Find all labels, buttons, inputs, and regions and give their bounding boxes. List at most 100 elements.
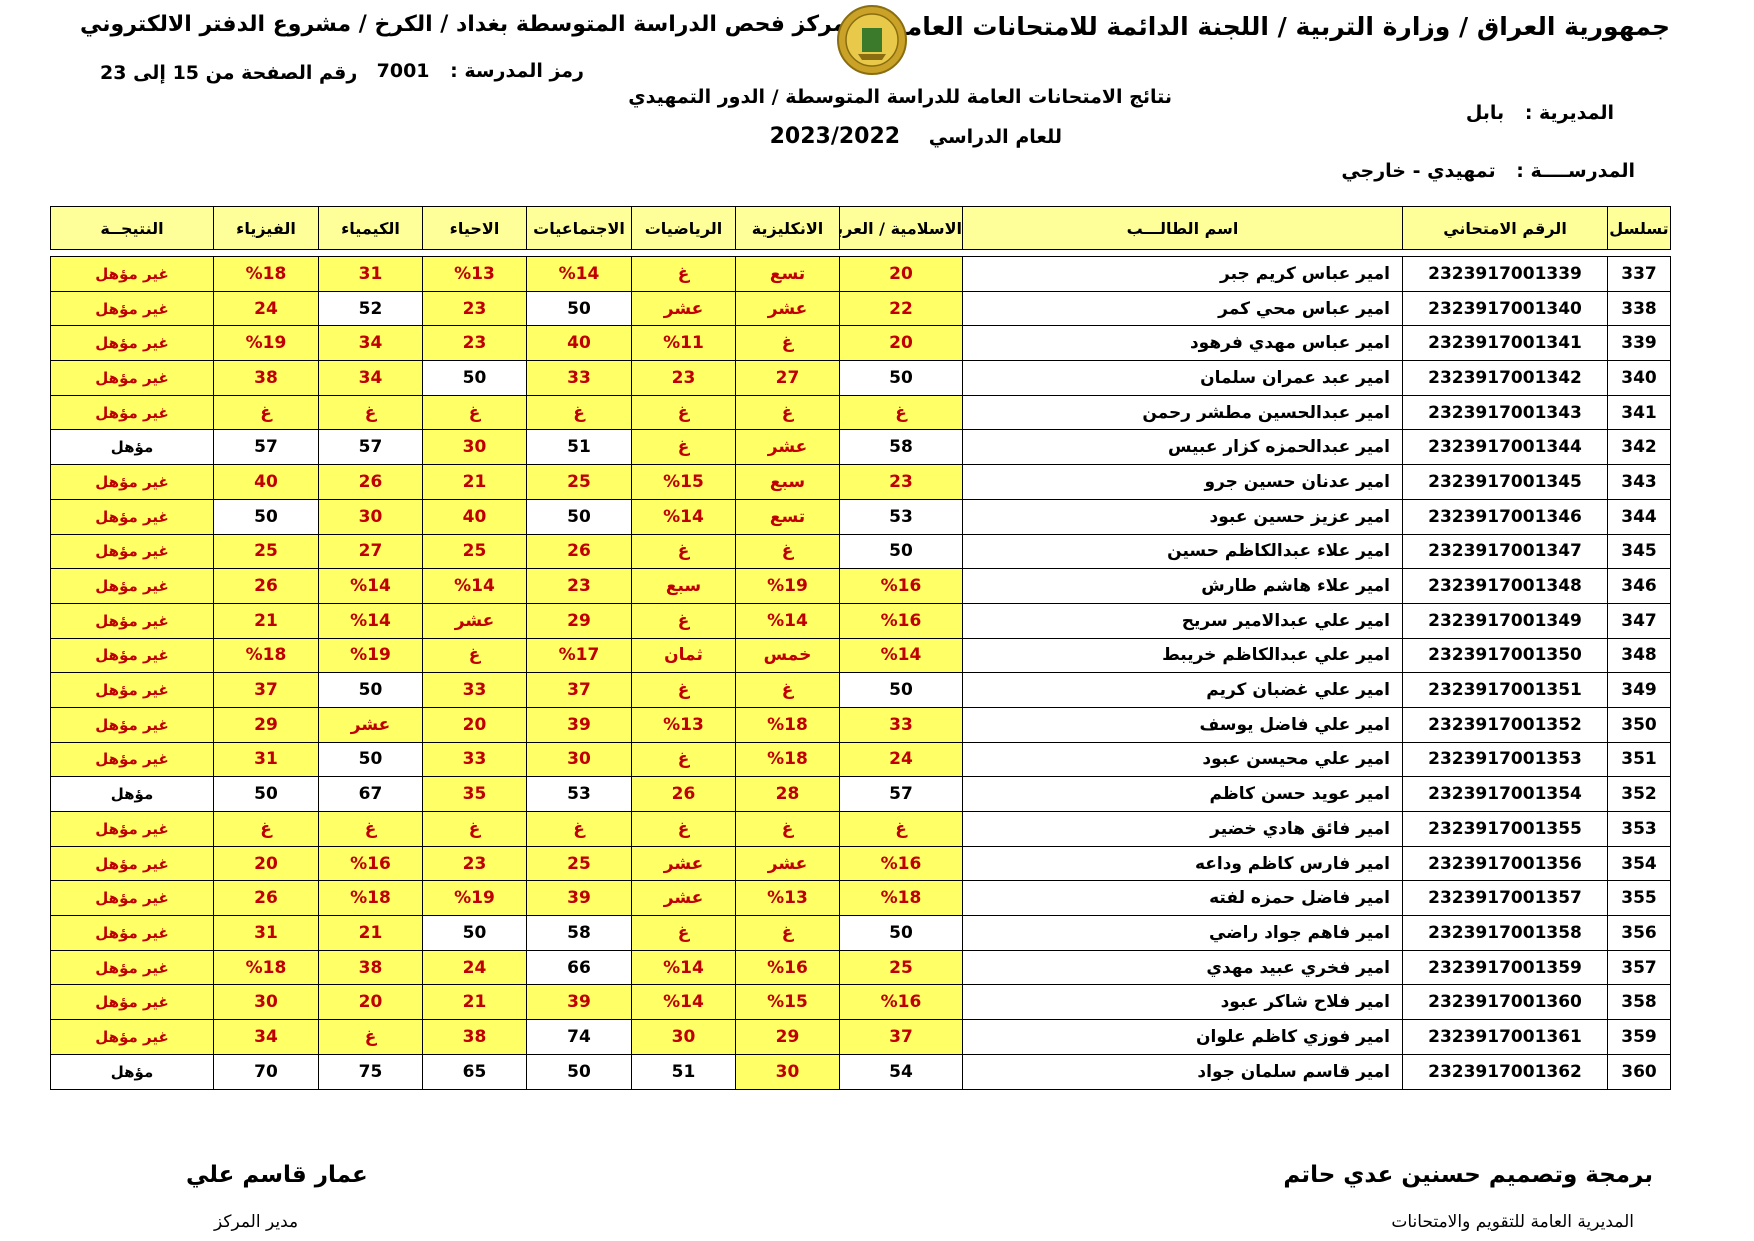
- grade-cell: 23: [422, 325, 527, 362]
- id-cell: 2323917001358: [1402, 915, 1608, 951]
- school-code: رمز المدرسة : 7001: [377, 60, 584, 82]
- grade-cell: %14: [631, 949, 736, 986]
- result-row: 342 2323917001344 امير عبدالحمزه كزار عبيس…: [50, 429, 1671, 466]
- grade-cell: غ: [631, 533, 736, 570]
- grade-cell: عشر: [318, 706, 423, 743]
- id-cell: 340: [1607, 360, 1671, 396]
- grade-cell: 53: [839, 498, 963, 535]
- result-row: 347 2323917001349 امير علي عبدالامير سريح%…: [50, 602, 1671, 639]
- grade-cell: عشر: [735, 290, 840, 327]
- grade-cell: %18: [318, 880, 423, 917]
- table-header: تسلسل الرقم الامتحاني اسم الطالـــب الاسلام…: [50, 206, 1671, 250]
- grade-cell: 40: [213, 464, 319, 500]
- grade-cell: 33: [422, 672, 527, 708]
- grade-cell: 26: [526, 533, 632, 570]
- student-name: امير فارس كاظم وداعه: [962, 845, 1403, 882]
- grade-cell: 50: [318, 741, 423, 778]
- grade-cell: %19: [213, 325, 319, 362]
- grade-cell: 50: [839, 360, 963, 396]
- grade-cell: 29: [526, 602, 632, 639]
- id-cell: 351: [1607, 741, 1671, 778]
- result-cell: غير مؤهل: [50, 256, 214, 292]
- grade-cell: غ: [526, 394, 632, 431]
- id-cell: 2323917001354: [1402, 776, 1608, 812]
- id-cell: 353: [1607, 811, 1671, 847]
- grade-cell: 50: [839, 533, 963, 570]
- grade-cell: غ: [631, 602, 736, 639]
- student-name: امير فاضل حمزه لفته: [962, 880, 1403, 917]
- student-name: امير علي محيسن عبود: [962, 741, 1403, 778]
- grade-cell: %14: [526, 256, 632, 292]
- result-cell: غير مؤهل: [50, 741, 214, 778]
- grade-cell: 33: [526, 360, 632, 396]
- grade-cell: غ: [631, 429, 736, 466]
- result-row: 360 2323917001362 امير قاسم سلمان جواد 54 30…: [50, 1053, 1671, 1090]
- result-row: 345 2323917001347 امير علاء عبدالكاظم حسين…: [50, 533, 1671, 570]
- grade-cell: 23: [422, 845, 527, 882]
- student-name: امير علاء عبدالكاظم حسين: [962, 533, 1403, 570]
- column-header: الرقم الامتحاني: [1402, 206, 1608, 250]
- result-row: 351 2323917001353 امير علي محيسن عبود 24 %18…: [50, 741, 1671, 778]
- school: المدرســــة : تمهيدي - خارجي: [1341, 160, 1635, 182]
- grade-cell: 51: [526, 429, 632, 466]
- result-row: 359 2323917001361 امير فوزي كاظم علوان 37 29…: [50, 1019, 1671, 1055]
- id-cell: 2323917001359: [1402, 949, 1608, 986]
- result-cell: غير مؤهل: [50, 880, 214, 917]
- grade-cell: 26: [318, 464, 423, 500]
- id-cell: 2323917001347: [1402, 533, 1608, 570]
- grade-cell: 75: [318, 1053, 423, 1090]
- grade-cell: 53: [526, 776, 632, 812]
- grade-cell: 26: [213, 880, 319, 917]
- column-header: الكيمياء: [318, 206, 423, 250]
- result-row: 337 2323917001339 امير عباس كريم جبر 20 تسع غ…: [50, 256, 1671, 292]
- grade-cell: 20: [213, 845, 319, 882]
- page-label: رقم الصفحة من: [205, 62, 358, 84]
- id-cell: 354: [1607, 845, 1671, 882]
- school-value: تمهيدي - خارجي: [1341, 160, 1496, 182]
- result-row: 358 2323917001360 امير فلاح شاكر عبود %16 %1…: [50, 984, 1671, 1021]
- student-name: امير علاء هاشم طارش: [962, 568, 1403, 604]
- result-cell: غير مؤهل: [50, 915, 214, 951]
- id-cell: 2323917001353: [1402, 741, 1608, 778]
- student-name: امير علي عبدالامير سريح: [962, 602, 1403, 639]
- grade-cell: 50: [839, 915, 963, 951]
- grade-cell: %14: [735, 602, 840, 639]
- year: للعام الدراسي 2023/2022: [770, 124, 1062, 149]
- grade-cell: 30: [318, 498, 423, 535]
- id-cell: 339: [1607, 325, 1671, 362]
- grade-cell: 26: [631, 776, 736, 812]
- grade-cell: 39: [526, 880, 632, 917]
- school-code-value: 7001: [376, 60, 430, 82]
- student-name: امير عباس مهدي فرهود: [962, 325, 1403, 362]
- id-cell: 2323917001345: [1402, 464, 1608, 500]
- grade-cell: 38: [318, 949, 423, 986]
- directorate-value: بابل: [1465, 102, 1505, 124]
- grade-cell: غ: [631, 811, 736, 847]
- grade-cell: 30: [735, 1053, 840, 1090]
- id-cell: 341: [1607, 394, 1671, 431]
- id-cell: 346: [1607, 568, 1671, 604]
- grade-cell: 25: [526, 845, 632, 882]
- grade-cell: غ: [318, 811, 423, 847]
- grade-cell: 20: [422, 706, 527, 743]
- grade-cell: 33: [422, 741, 527, 778]
- grade-cell: %19: [735, 568, 840, 604]
- grade-cell: 25: [422, 533, 527, 570]
- grade-cell: 23: [839, 464, 963, 500]
- directorate: المديرية : بابل: [1466, 102, 1614, 124]
- grade-cell: 34: [213, 1019, 319, 1055]
- id-cell: 338: [1607, 290, 1671, 327]
- id-cell: 2323917001350: [1402, 637, 1608, 674]
- result-cell: غير مؤهل: [50, 394, 214, 431]
- result-cell: غير مؤهل: [50, 360, 214, 396]
- id-cell: 348: [1607, 637, 1671, 674]
- grade-cell: 51: [631, 1053, 736, 1090]
- id-cell: 2323917001360: [1402, 984, 1608, 1021]
- grade-cell: %13: [631, 706, 736, 743]
- grade-cell: 50: [213, 776, 319, 812]
- id-cell: 2323917001348: [1402, 568, 1608, 604]
- id-cell: 2323917001349: [1402, 602, 1608, 639]
- grade-cell: 39: [526, 706, 632, 743]
- grade-cell: %16: [839, 984, 963, 1021]
- header-row: تسلسل الرقم الامتحاني اسم الطالـــب الاسلام…: [50, 206, 1671, 250]
